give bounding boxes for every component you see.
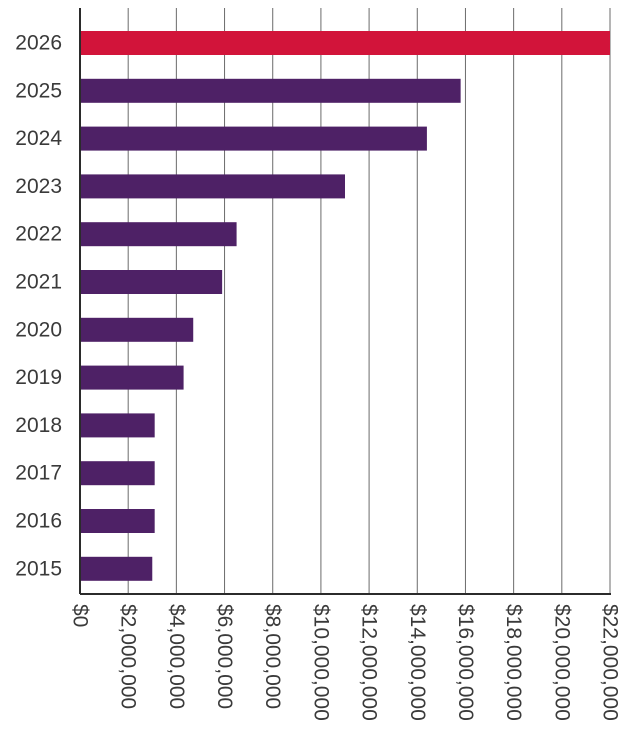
- x-tick-label: $10,000,000: [309, 604, 332, 721]
- gridlines: [127, 8, 611, 594]
- bars: [80, 31, 610, 581]
- bar-2019: [80, 365, 184, 390]
- category-label: 2015: [15, 557, 62, 580]
- category-label: 2025: [15, 79, 62, 102]
- category-label: 2018: [15, 414, 62, 437]
- x-tick-label: $14,000,000: [406, 604, 429, 721]
- x-tick-label: $16,000,000: [454, 604, 477, 721]
- bar-2026: [80, 31, 610, 55]
- category-label: 2020: [15, 318, 62, 341]
- x-tick-label: $8,000,000: [261, 604, 284, 709]
- category-label: 2023: [15, 175, 62, 198]
- category-label: 2019: [15, 366, 62, 389]
- x-tick-label: $12,000,000: [358, 604, 381, 721]
- x-tick-label: $6,000,000: [213, 604, 236, 709]
- category-label: 2016: [15, 510, 62, 533]
- x-tick-label: $0: [69, 604, 92, 627]
- category-label: 2022: [15, 223, 62, 246]
- bar-2016: [80, 509, 155, 533]
- bar-2023: [80, 174, 345, 199]
- category-labels: 2026 2025 2024 2023 2022 2021 2020 2019 2018 2017…: [15, 32, 62, 581]
- x-tick-label: $2,000,000: [117, 604, 140, 709]
- bar-2025: [80, 78, 461, 103]
- bar-2017: [80, 461, 155, 486]
- bar-2021: [80, 270, 223, 294]
- bar-2018: [80, 413, 155, 438]
- bar-2024: [80, 126, 427, 151]
- category-label: 2021: [15, 271, 62, 294]
- bar-2022: [80, 222, 237, 247]
- axes: [79, 8, 611, 595]
- category-label: 2017: [15, 462, 62, 485]
- x-tick-label: $22,000,000: [599, 604, 618, 721]
- x-tick-label: $20,000,000: [550, 604, 573, 721]
- category-label: 2026: [15, 32, 62, 55]
- x-tick-label: $4,000,000: [165, 604, 188, 709]
- bar-2020: [80, 317, 194, 342]
- x-tick-label: $18,000,000: [502, 604, 525, 721]
- category-label: 2024: [15, 127, 62, 150]
- x-tick-labels: $0 $2,000,000 $4,000,000 $6,000,000 $8,000,0…: [69, 604, 618, 721]
- bar-2015: [80, 556, 153, 581]
